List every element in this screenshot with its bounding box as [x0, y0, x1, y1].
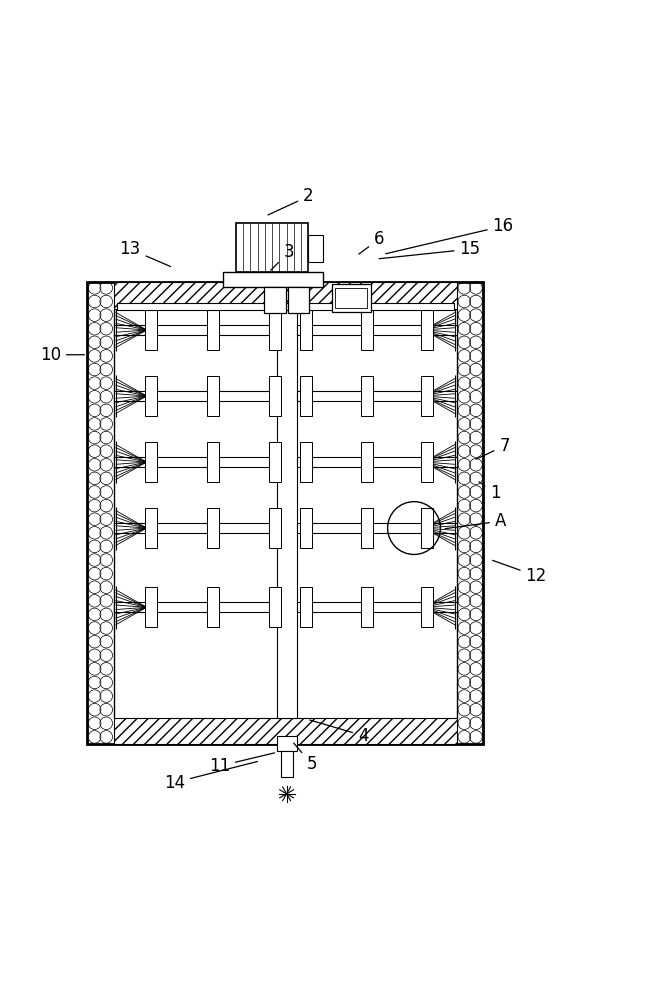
Bar — [300, 376, 312, 416]
Text: 6: 6 — [359, 230, 385, 254]
Bar — [223, 272, 323, 287]
Bar — [145, 442, 157, 482]
Bar — [113, 325, 276, 335]
Bar — [269, 442, 280, 482]
Bar — [264, 287, 286, 313]
Bar — [300, 508, 312, 548]
Text: A: A — [445, 512, 507, 530]
Bar — [300, 310, 312, 350]
Bar — [207, 442, 219, 482]
Bar — [335, 288, 367, 308]
Bar — [361, 587, 373, 627]
Bar — [145, 508, 157, 548]
Text: 2: 2 — [268, 187, 314, 215]
Bar — [113, 718, 457, 744]
Text: 3: 3 — [271, 243, 294, 270]
Bar — [113, 282, 457, 309]
Bar — [296, 325, 457, 335]
Bar — [207, 587, 219, 627]
Bar — [296, 602, 457, 612]
Bar — [207, 508, 219, 548]
Bar — [421, 587, 433, 627]
Bar — [296, 457, 457, 467]
Bar — [308, 235, 323, 262]
Bar — [269, 508, 280, 548]
Bar — [113, 602, 276, 612]
Bar — [421, 310, 433, 350]
Bar — [421, 376, 433, 416]
Text: 12: 12 — [493, 560, 547, 585]
Bar — [269, 310, 280, 350]
Bar — [269, 376, 280, 416]
Bar — [296, 523, 457, 533]
Bar — [145, 587, 157, 627]
Bar — [361, 376, 373, 416]
Bar — [332, 284, 371, 312]
Bar — [269, 587, 280, 627]
Bar — [276, 736, 296, 751]
Bar — [276, 309, 296, 718]
Bar — [280, 751, 292, 777]
Bar — [361, 442, 373, 482]
Text: 1: 1 — [479, 482, 501, 502]
Text: 7: 7 — [476, 437, 510, 459]
Text: 14: 14 — [164, 761, 257, 792]
Bar — [421, 442, 433, 482]
Bar — [361, 310, 373, 350]
Bar — [113, 523, 276, 533]
Bar — [117, 303, 453, 310]
Text: 15: 15 — [379, 240, 481, 259]
Text: 13: 13 — [119, 240, 170, 267]
Bar — [207, 376, 219, 416]
Bar — [207, 310, 219, 350]
Bar — [88, 282, 483, 744]
Bar — [113, 457, 276, 467]
Bar — [296, 391, 457, 401]
Bar — [300, 587, 312, 627]
Text: 4: 4 — [310, 720, 369, 745]
Text: 10: 10 — [40, 346, 84, 364]
Bar — [113, 391, 276, 401]
Text: 16: 16 — [386, 217, 514, 254]
Bar — [361, 508, 373, 548]
Bar — [236, 223, 308, 272]
Text: 5: 5 — [294, 743, 317, 773]
Bar — [288, 287, 310, 313]
Bar — [421, 508, 433, 548]
Bar — [145, 310, 157, 350]
Bar — [145, 376, 157, 416]
Bar — [300, 442, 312, 482]
Text: 11: 11 — [209, 753, 274, 775]
